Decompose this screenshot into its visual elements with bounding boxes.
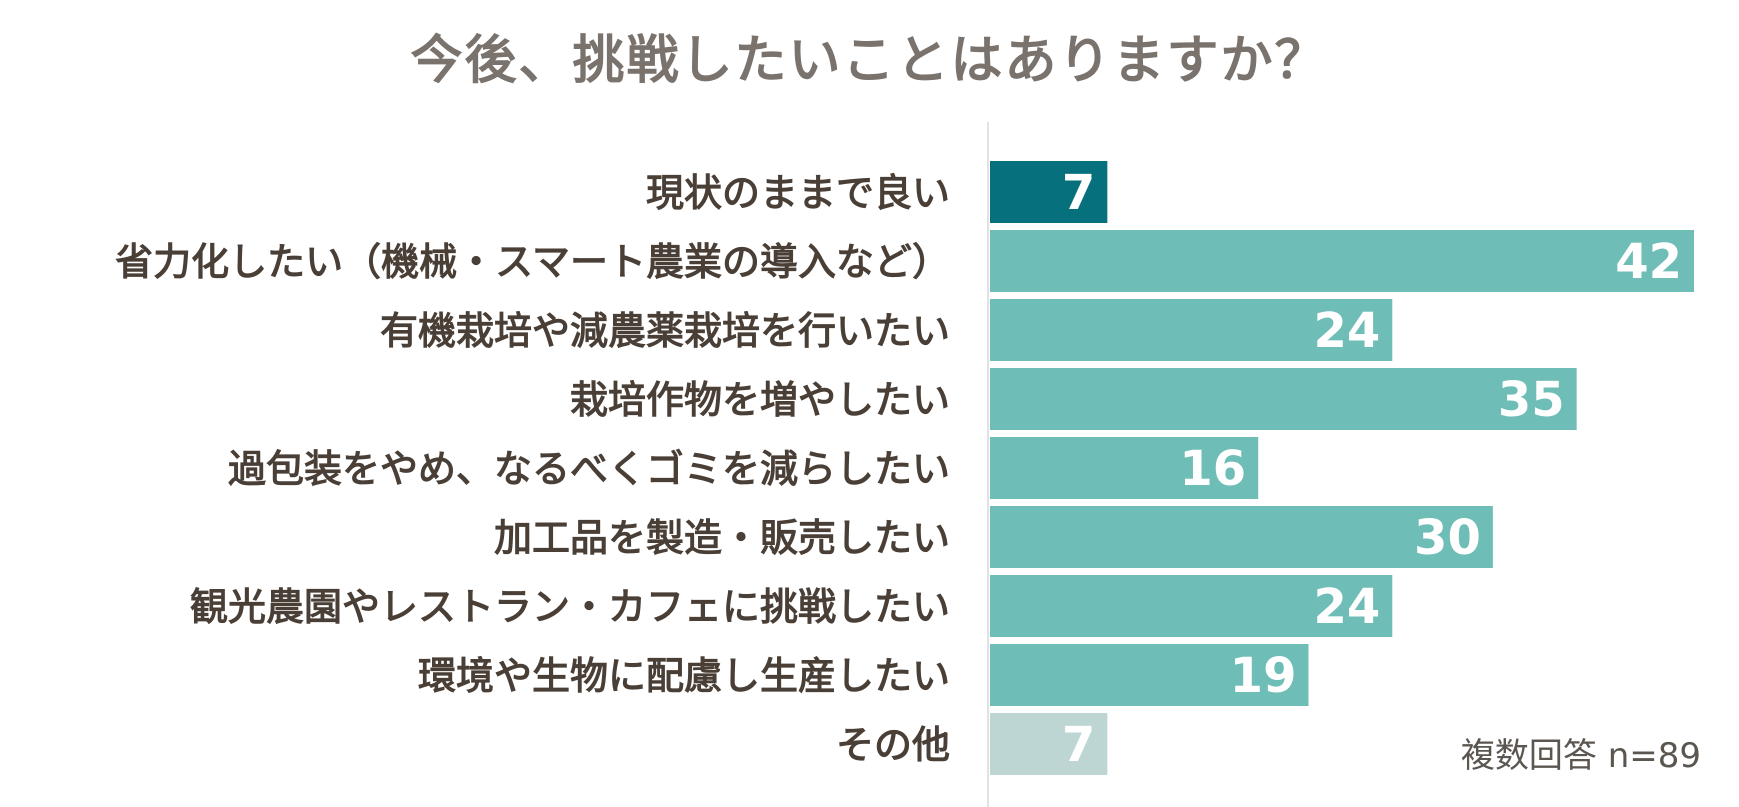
bars-group: 7 現状のままで良い 42 省力化したい（機械・スマート農業の導入など） 24 有機栽培や… — [115, 161, 1694, 775]
category-label: 加工品を製造・販売したい — [494, 516, 950, 560]
bar-value-label: 24 — [1313, 303, 1380, 359]
bar — [990, 713, 1108, 775]
bar-value-label: 16 — [1179, 441, 1246, 497]
bar — [990, 437, 1259, 499]
chart-title: 今後、挑戦したいことはありますか？ — [410, 31, 1329, 91]
category-label: 環境や生物に配慮し生産したい — [418, 654, 950, 698]
bar — [990, 161, 1108, 223]
category-label: 有機栽培や減農薬栽培を行いたい — [380, 309, 950, 353]
bar — [990, 644, 1309, 706]
bar-value-label: 7 — [1062, 165, 1095, 221]
category-label: 栽培作物を増やしたい — [570, 378, 950, 422]
bar-value-label: 30 — [1414, 510, 1481, 566]
bar — [990, 299, 1393, 361]
category-label: 過包装をやめ、なるべくゴミを減らしたい — [228, 447, 950, 491]
category-label: その他 — [836, 723, 950, 767]
sample-size-note: 複数回答 n=89 — [1460, 736, 1701, 776]
category-label: 観光農園やレストラン・カフェに挑戦したい — [190, 585, 950, 629]
bar — [990, 368, 1577, 430]
category-label: 現状のままで良い — [646, 171, 950, 215]
bar-value-label: 7 — [1062, 717, 1095, 773]
bar — [990, 230, 1694, 292]
bar-value-label: 42 — [1615, 234, 1682, 290]
category-label: 省力化したい（機械・スマート農業の導入など） — [115, 240, 950, 284]
bar-value-label: 19 — [1230, 648, 1297, 704]
bar-value-label: 24 — [1313, 579, 1380, 635]
bar — [990, 575, 1393, 637]
bar-value-label: 35 — [1498, 372, 1565, 428]
bar — [990, 506, 1493, 568]
